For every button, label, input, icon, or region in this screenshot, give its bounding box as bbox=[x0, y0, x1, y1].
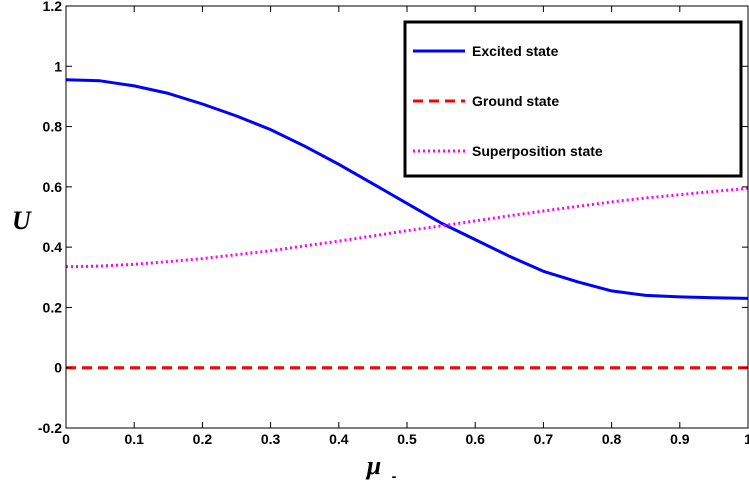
x-tick-label: 0.5 bbox=[397, 431, 417, 447]
legend-label-superposition-state: Superposition state bbox=[472, 143, 603, 159]
x-axis-label: μ bbox=[365, 451, 381, 480]
x-tick-label: 1 bbox=[744, 431, 749, 447]
x-tick-label: 0.3 bbox=[261, 431, 281, 447]
legend: Excited state Ground state Superposition… bbox=[403, 20, 743, 178]
x-tick-label: 0.9 bbox=[670, 431, 690, 447]
y-axis-label: U bbox=[12, 206, 32, 235]
y-axis: -0.2 0 0.2 0.4 0.6 0.8 1 1.2 bbox=[38, 0, 748, 436]
legend-label-ground-state: Ground state bbox=[472, 93, 559, 109]
y-tick-label: -0.2 bbox=[38, 420, 62, 436]
legend-box bbox=[403, 20, 743, 178]
legend-label-excited-state: Excited state bbox=[472, 43, 559, 59]
x-tick-label: 0.1 bbox=[124, 431, 144, 447]
x-tick-label: 0 bbox=[62, 431, 70, 447]
series-line-excited-state bbox=[65, 78, 749, 300]
x-tick-label: 0.4 bbox=[329, 431, 349, 447]
series-layer bbox=[65, 78, 749, 370]
y-tick-label: 1.2 bbox=[43, 0, 63, 14]
y-tick-label: 0.8 bbox=[43, 119, 63, 135]
y-tick-label: 0.2 bbox=[43, 299, 63, 315]
y-tick-label: 1 bbox=[54, 58, 62, 74]
y-tick-label: 0 bbox=[54, 360, 62, 376]
x-tick-label: 0.2 bbox=[193, 431, 213, 447]
y-tick-label: 0.4 bbox=[43, 239, 63, 255]
x-axis: 0 0.1 0.2 0.3 0.4 0.5 0.6 0.7 0.8 0.9 1 bbox=[62, 6, 749, 447]
x-tick-label: 0.8 bbox=[602, 431, 622, 447]
x-tick-label: 0.7 bbox=[534, 431, 554, 447]
x-axis-label-subscript: - bbox=[392, 468, 397, 481]
y-tick-label: 0.6 bbox=[43, 179, 63, 195]
x-tick-label: 0.6 bbox=[465, 431, 485, 447]
